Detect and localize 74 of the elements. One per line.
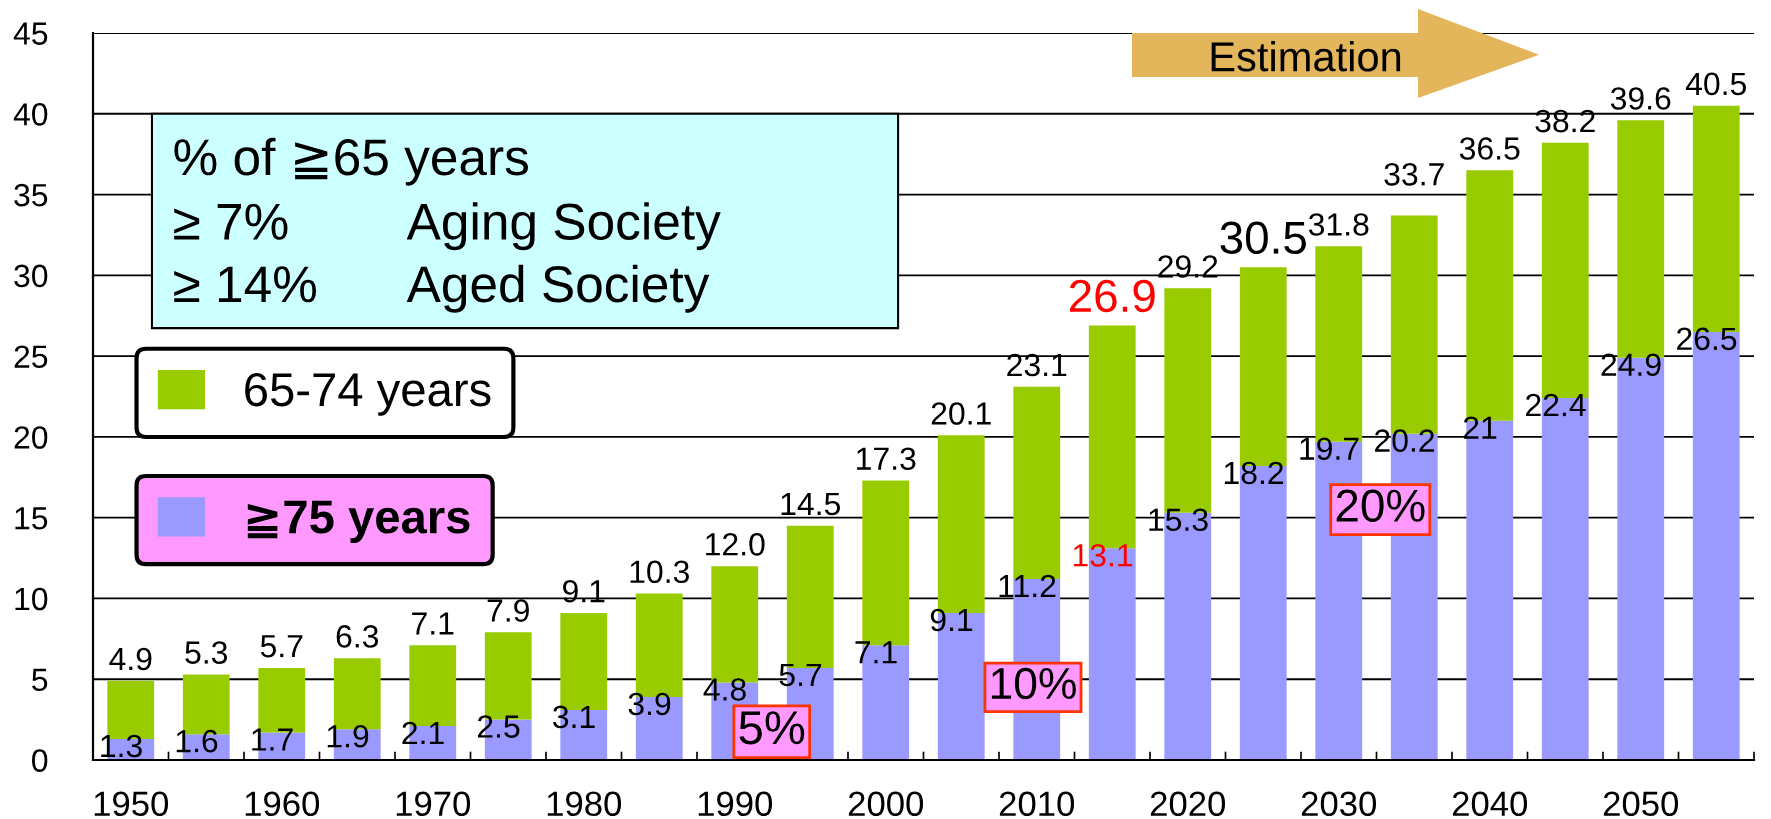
total-label: 36.5 [1459,137,1520,160]
annotation: 5% [739,711,805,745]
total-label: 33.7 [1384,163,1444,186]
annotation: 20% [1336,489,1425,522]
y-tick-label: 25 [14,345,48,368]
data-label: 20.2 [1375,429,1435,452]
data-label: 9.1 [930,608,973,632]
total-label: 26.9 [1069,279,1155,313]
data-label: 4.8 [703,678,746,701]
x-tick-label: 1980 [547,791,622,817]
x-tick-label: 1950 [94,791,169,817]
annotation: ≥ 14% [174,266,317,303]
data-label: 24.9 [1601,353,1661,377]
total-label: 14.5 [781,492,840,516]
total-label: 7.1 [412,612,454,635]
data-label: 2.1 [402,721,444,745]
data-label: 1.9 [327,724,369,748]
data-label: 13.1 [1073,544,1133,567]
y-tick-label: 0 [32,749,48,772]
data-label: 1.7 [252,728,293,751]
legend-label: ≧75 years [247,500,470,543]
total-label: 5.7 [260,635,303,658]
annotation: % of ≧65 years [174,137,528,186]
data-label: 19.7 [1300,437,1359,461]
y-tick-label: 5 [32,668,48,692]
x-tick-label: 2050 [1603,791,1679,817]
x-tick-label: 2030 [1301,791,1377,817]
y-tick-label: 45 [13,22,48,45]
total-label: 4.9 [109,647,152,671]
data-label: 11.2 [999,574,1056,598]
total-label: 6.3 [336,625,379,648]
total-label: 12.0 [706,533,765,556]
data-label: 26.5 [1677,327,1737,351]
total-label: 40.5 [1685,72,1746,96]
x-tick-label: 1990 [698,791,773,817]
data-label: 18.2 [1224,461,1284,485]
data-label: 5.7 [779,663,822,687]
total-label: 17.3 [857,447,916,471]
data-label: 1.3 [101,734,142,758]
x-tick-label: 1960 [245,791,320,817]
data-label: 22.4 [1526,393,1586,417]
total-label: 31.8 [1308,213,1369,236]
x-tick-label: 1970 [396,791,471,817]
annotation: Aged Society [406,264,710,313]
legend-label: 65-74 years [245,372,491,416]
annotation: ≥ 7% [174,203,288,240]
y-tick-label: 40 [13,103,48,126]
total-label: 5.3 [185,641,228,664]
data-label: 15.3 [1149,508,1208,532]
annotation: Aging Society [406,202,721,251]
data-label: 7.1 [855,641,897,664]
total-label: 39.6 [1610,87,1671,110]
x-tick-label: 2020 [1150,791,1226,817]
y-tick-label: 20 [14,426,48,449]
total-label: 9.1 [563,579,605,603]
total-label: 30.5 [1220,221,1306,255]
total-label: 10.3 [630,560,689,584]
total-label: 38.2 [1535,109,1595,133]
x-tick-label: 2000 [848,791,924,817]
annotation: Estimation [1211,40,1401,72]
y-tick-label: 30 [14,264,48,288]
total-label: 7.9 [487,599,529,622]
y-tick-label: 35 [14,183,48,207]
annotation: 10% [991,667,1076,700]
data-label: 3.9 [628,692,671,716]
x-tick-label: 2010 [999,791,1075,817]
data-label: 21 [1463,416,1497,439]
total-label: 20.1 [931,402,991,425]
y-tick-label: 10 [15,587,48,611]
y-tick-label: 15 [15,507,48,530]
x-tick-label: 2040 [1452,791,1528,817]
data-label: 1.6 [176,729,218,753]
data-label: 3.1 [553,705,595,729]
data-label: 2.5 [477,715,520,738]
